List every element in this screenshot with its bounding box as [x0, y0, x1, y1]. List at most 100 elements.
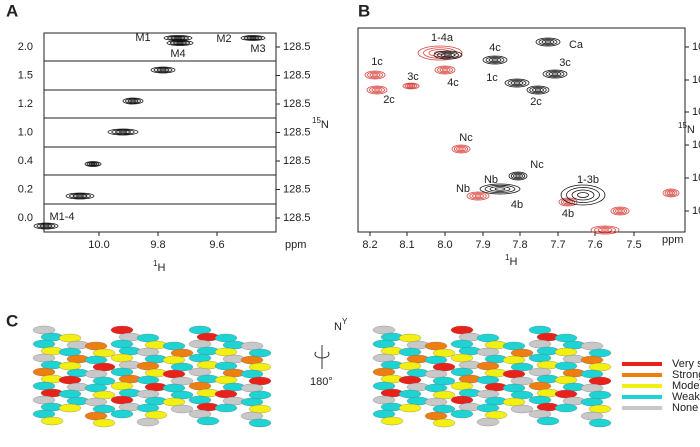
axis: N — [687, 124, 695, 136]
peak-contour — [571, 189, 595, 201]
x-tick-label: 7.8 — [512, 239, 527, 251]
helix-turn — [58, 333, 82, 343]
x-tick-label: 9.6 — [209, 239, 224, 251]
peak-contour — [544, 40, 552, 44]
peak-contour — [36, 223, 56, 229]
helix-turn — [188, 409, 212, 419]
peak-contour — [173, 41, 187, 45]
y-tick-label: 128.5 — [283, 155, 311, 167]
helix-turn — [136, 417, 160, 427]
helix-turn — [248, 418, 272, 428]
peak-label: 4c — [489, 42, 501, 54]
legend-label: Weak — [672, 391, 700, 403]
helix-turn — [476, 389, 500, 399]
peak-label: M2 — [216, 33, 231, 45]
peak-contour — [548, 71, 562, 77]
helix-turn — [214, 361, 238, 371]
peak-contour — [479, 183, 521, 195]
peak-contour — [534, 88, 542, 92]
helix-turn — [170, 348, 194, 358]
terminus-label: NY — [334, 317, 348, 333]
peak-contour — [489, 186, 511, 192]
peak-contour — [451, 144, 471, 154]
peak-contour — [170, 36, 186, 40]
unit: ppm — [662, 234, 683, 246]
peak-label: M1 — [135, 32, 150, 44]
peak-contour — [538, 38, 558, 46]
y-tick-label: 107 — [692, 139, 700, 151]
n: N — [334, 321, 342, 333]
helix-turn — [58, 347, 82, 357]
helix-turn — [450, 339, 474, 349]
x-tick-label: 8.1 — [399, 239, 414, 251]
helix-turn — [580, 397, 604, 407]
helix-turn — [588, 418, 612, 428]
peak-label: 1-4a — [431, 32, 454, 44]
helix-turn — [554, 361, 578, 371]
panel-label: C — [6, 311, 18, 330]
helix-turn — [432, 390, 456, 400]
helix-turn — [162, 397, 186, 407]
peak-contour — [404, 83, 418, 89]
helix-turn — [424, 369, 448, 379]
peak-contour — [246, 36, 260, 40]
helix-turn — [580, 341, 604, 351]
helix-turn — [214, 403, 238, 413]
helix-turn — [84, 369, 108, 379]
legend-label: Very strong — [672, 358, 700, 370]
helix-turn — [110, 395, 134, 405]
peak-contour — [560, 184, 606, 206]
helix-turn — [424, 397, 448, 407]
helix-turn — [432, 404, 456, 414]
legend-swatch — [622, 395, 662, 399]
helix-turn — [58, 375, 82, 385]
peak-contour — [417, 45, 463, 61]
helix-turn — [144, 410, 168, 420]
y-tick-label: 105 — [692, 74, 700, 86]
helix-turn — [588, 362, 612, 372]
helix-turn — [92, 376, 116, 386]
peak-contour — [76, 194, 84, 198]
helix-turn — [476, 403, 500, 413]
helix-turn — [170, 390, 194, 400]
peak-contour — [610, 206, 630, 216]
peak-contour — [612, 207, 628, 215]
helix-turn — [510, 404, 534, 414]
panel-label: A — [6, 1, 18, 20]
y-tick-label: 128.5 — [283, 69, 311, 81]
peak-contour — [440, 52, 456, 58]
helix-turn — [248, 404, 272, 414]
helix-turn — [162, 383, 186, 393]
helix-turn — [554, 389, 578, 399]
peak-contour — [174, 36, 182, 40]
peak-contour — [150, 66, 176, 74]
peak-contour — [118, 130, 128, 134]
peak-contour — [488, 57, 502, 63]
helix-turn — [188, 381, 212, 391]
helix-turn — [136, 361, 160, 371]
legend-label: Strong — [672, 369, 700, 381]
peak-contour — [453, 145, 469, 153]
helix-turn — [528, 367, 552, 377]
peak-contour — [551, 72, 559, 76]
peak-contour — [243, 35, 263, 41]
helix-turn — [136, 333, 160, 343]
peak-contour — [166, 40, 194, 46]
helix-turn — [248, 362, 272, 372]
helix-turn — [554, 333, 578, 343]
peak-contour — [594, 226, 616, 234]
peak-contour — [437, 51, 459, 59]
helix-turn — [424, 341, 448, 351]
x-tick-label: 9.8 — [150, 239, 165, 251]
helix-turn — [248, 348, 272, 358]
helix-turn — [196, 416, 220, 426]
peak-label: 4b — [511, 199, 523, 211]
x-tick-label: 10.0 — [88, 239, 109, 251]
helix-turn — [372, 381, 396, 391]
peak-contour — [485, 56, 505, 64]
peak-contour — [482, 55, 508, 65]
peak-label: Nc — [530, 159, 544, 171]
helix-turn — [580, 383, 604, 393]
helix-turn — [528, 381, 552, 391]
